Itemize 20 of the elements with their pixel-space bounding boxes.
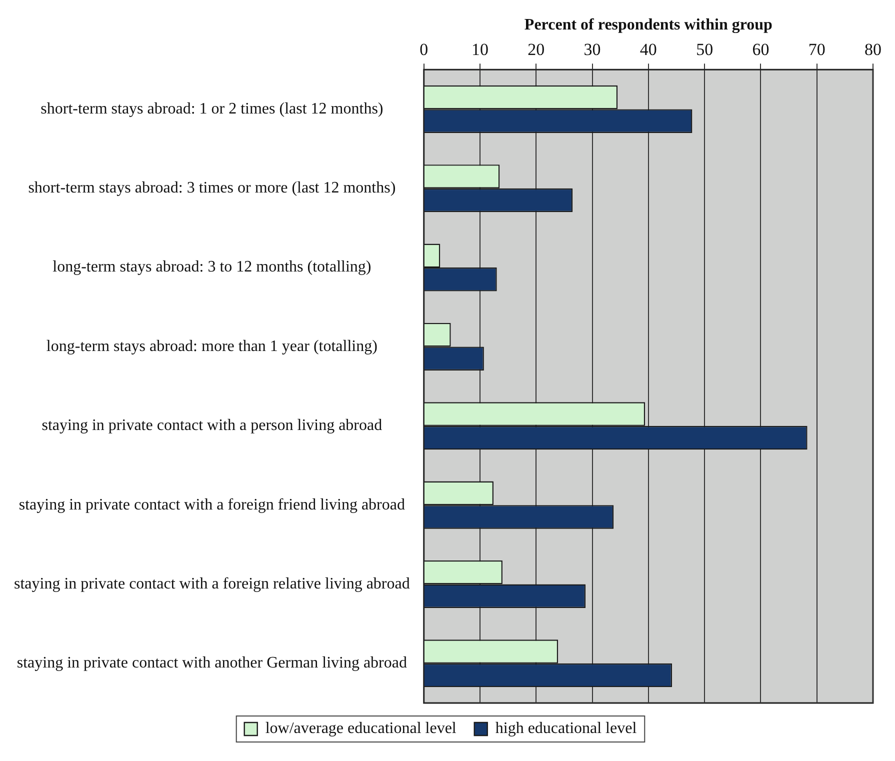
x-tick-label: 30	[584, 40, 601, 59]
y-tick-label: long-term stays abroad: 3 to 12 months (totalling)	[52, 258, 372, 276]
y-tick-label: staying in private contact with another German living abroad	[16, 654, 407, 672]
y-tick-label: long-term stays abroad: more than 1 year (totalling)	[46, 338, 378, 355]
x-axis-title: Percent of respondents within group	[524, 16, 773, 34]
legend-label: low/average educational level	[265, 720, 457, 738]
x-tick-label: 50	[696, 40, 714, 59]
x-tick-label: 60	[752, 40, 770, 59]
y-tick-label: short-term stays abroad: 1 or 2 times (last 12 months)	[40, 100, 384, 118]
y-tick-label: staying in private contact with a person living abroad	[42, 417, 382, 434]
y-tick-label: staying in private contact with a foreign friend living abroad	[18, 496, 405, 514]
y-tick-label: short-term stays abroad: 3 times or more (last 12 months)	[28, 180, 396, 197]
y-tick-label: staying in private contact with a foreign relative living abroad	[14, 575, 410, 592]
x-tick-label: 80	[864, 40, 882, 59]
x-tick-label: 0	[420, 40, 428, 59]
x-tick-label: 70	[808, 40, 826, 59]
legend-label: high educational level	[495, 720, 638, 738]
x-tick-label: 10	[472, 40, 489, 59]
x-tick-label: 20	[528, 40, 545, 59]
x-tick-label: 40	[640, 40, 657, 59]
